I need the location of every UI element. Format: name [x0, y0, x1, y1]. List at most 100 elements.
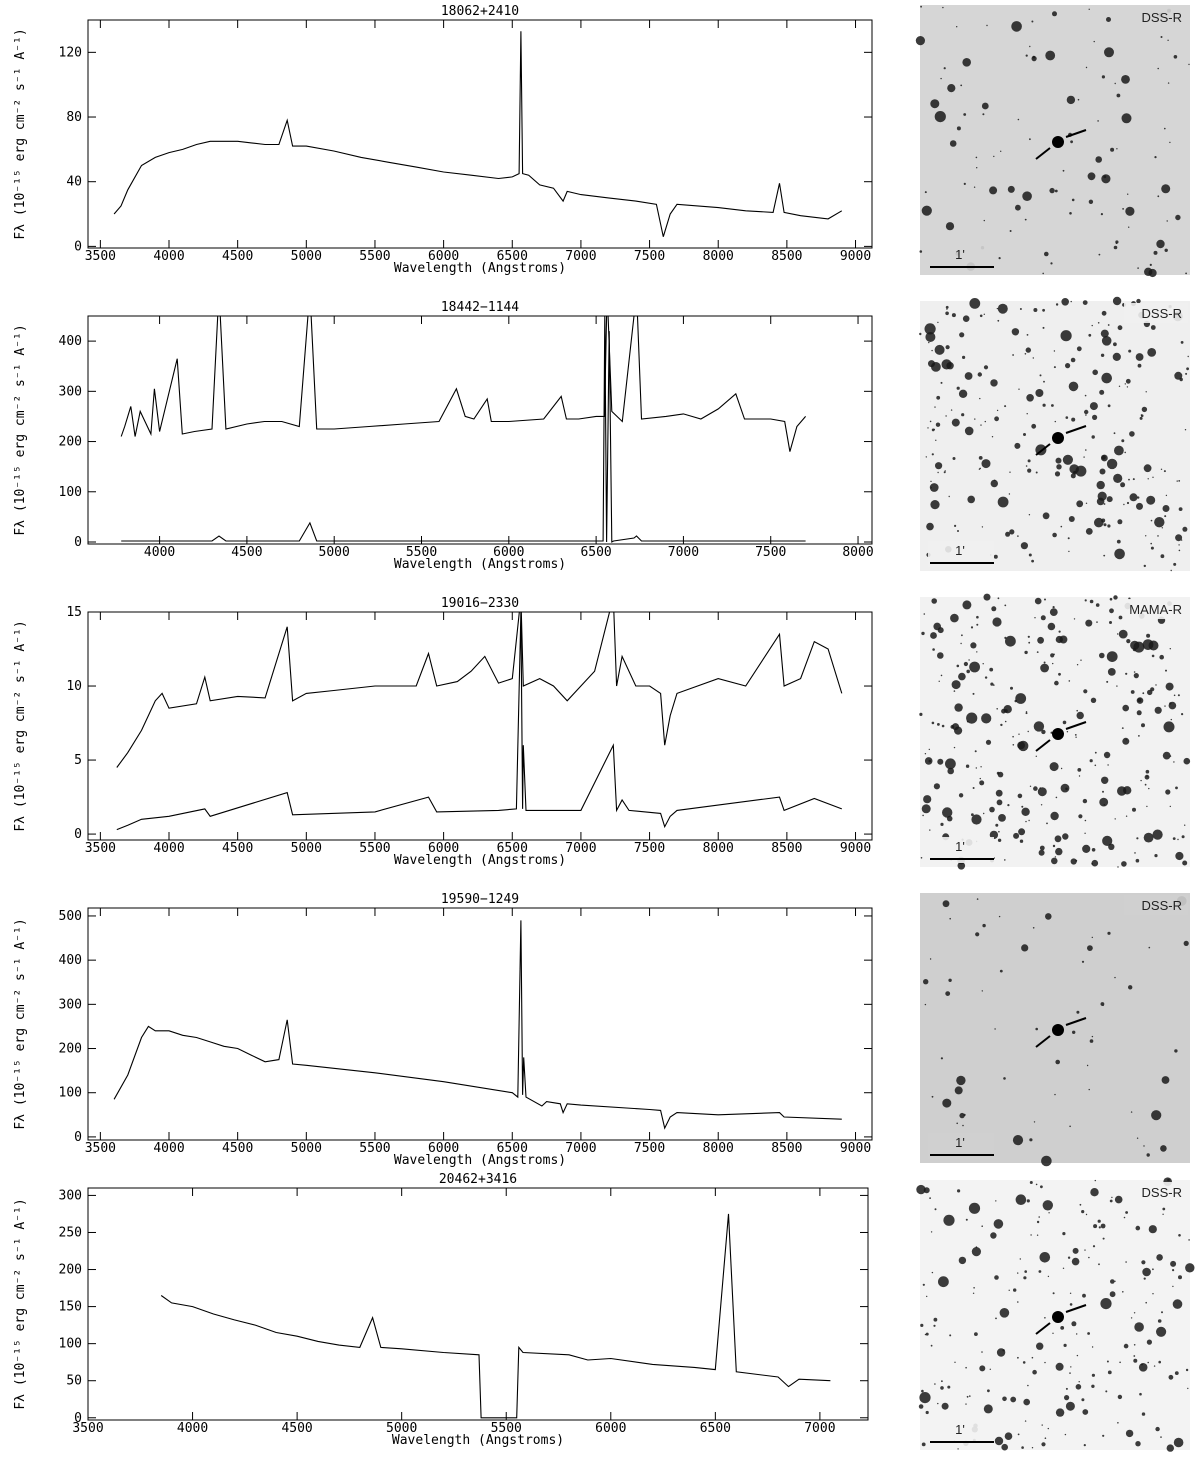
star — [1005, 531, 1011, 537]
star — [1099, 652, 1105, 659]
panel-title: 19016−2330 — [441, 596, 519, 611]
star — [1017, 1272, 1019, 1274]
y-tick-label: 400 — [59, 953, 82, 968]
star — [1012, 354, 1014, 356]
star — [1032, 1369, 1037, 1375]
star — [1084, 819, 1087, 822]
star — [1119, 1361, 1121, 1364]
star — [927, 427, 929, 429]
star — [922, 814, 924, 817]
label-bg — [1124, 303, 1188, 323]
star — [1069, 1125, 1071, 1128]
star — [1055, 303, 1059, 306]
target-star — [1052, 728, 1064, 740]
star — [982, 663, 984, 665]
x-tick-label: 3500 — [72, 1421, 103, 1436]
y-tick-label: 40 — [66, 175, 82, 190]
star — [953, 690, 956, 692]
star — [1116, 93, 1121, 98]
star — [1094, 517, 1104, 528]
star — [1035, 1183, 1038, 1186]
star — [1031, 423, 1037, 429]
star — [998, 915, 1001, 918]
star — [1068, 381, 1079, 392]
star — [1143, 1277, 1146, 1280]
star — [950, 613, 959, 623]
star — [1077, 98, 1080, 101]
star — [1055, 635, 1063, 644]
sky-image: DSS-R 1' — [915, 5, 1190, 278]
star — [1117, 633, 1119, 635]
star — [946, 308, 948, 310]
star — [962, 58, 971, 67]
star — [1070, 357, 1076, 363]
star — [1109, 621, 1112, 624]
star — [1076, 1010, 1080, 1014]
star — [1143, 832, 1154, 843]
target-star — [1052, 136, 1064, 148]
star — [1042, 308, 1045, 312]
star — [993, 684, 995, 686]
star — [976, 167, 978, 169]
star — [1106, 1360, 1109, 1363]
star — [985, 739, 992, 745]
y-tick-label: 10 — [66, 679, 82, 694]
star — [1054, 856, 1057, 858]
star — [1075, 736, 1077, 738]
star — [936, 395, 941, 400]
star — [979, 397, 981, 400]
y-axis-label: Fλ (10⁻¹⁵ erg cm⁻² s⁻¹ A⁻¹) — [13, 324, 28, 535]
star — [1130, 640, 1140, 650]
y-tick-label: 0 — [74, 1130, 82, 1145]
star — [1068, 550, 1070, 553]
star — [950, 725, 955, 729]
panel-title: 19590−1249 — [441, 892, 519, 907]
star — [1121, 113, 1132, 124]
star — [982, 923, 986, 928]
star — [1062, 1267, 1065, 1270]
star — [998, 257, 1001, 260]
star — [972, 787, 975, 789]
star — [1045, 913, 1052, 920]
star — [965, 1403, 967, 1405]
star — [994, 1028, 996, 1030]
x-tick-label: 8000 — [703, 841, 734, 856]
star — [937, 471, 939, 474]
star — [994, 416, 999, 422]
star — [1139, 416, 1143, 420]
star — [1165, 494, 1168, 497]
star — [1062, 720, 1067, 725]
star — [981, 1225, 983, 1227]
star — [1017, 793, 1023, 799]
star — [1034, 617, 1036, 619]
star — [1023, 1398, 1030, 1406]
star — [1017, 1433, 1020, 1436]
star — [941, 1380, 943, 1383]
star — [1136, 1137, 1139, 1139]
star — [1098, 1226, 1101, 1229]
star — [1116, 148, 1118, 150]
star — [1166, 220, 1168, 222]
star — [963, 113, 967, 116]
star — [1113, 342, 1117, 347]
star — [1182, 860, 1188, 866]
star — [981, 713, 992, 724]
star — [1112, 352, 1121, 361]
star — [1013, 1288, 1017, 1292]
star — [934, 344, 945, 355]
star — [947, 1385, 951, 1389]
star — [997, 496, 1009, 508]
star — [1161, 184, 1171, 194]
star — [1133, 1355, 1136, 1357]
star — [966, 720, 969, 723]
star — [1173, 562, 1177, 566]
star — [974, 1332, 978, 1336]
star — [993, 554, 998, 559]
star — [1093, 1224, 1098, 1229]
star — [1076, 500, 1084, 508]
y-tick-label: 300 — [59, 1188, 82, 1203]
star — [965, 1218, 968, 1221]
x-axis-label: Wavelength (Angstroms) — [394, 557, 566, 572]
star — [929, 829, 931, 831]
x-tick-label: 4500 — [281, 1421, 312, 1436]
